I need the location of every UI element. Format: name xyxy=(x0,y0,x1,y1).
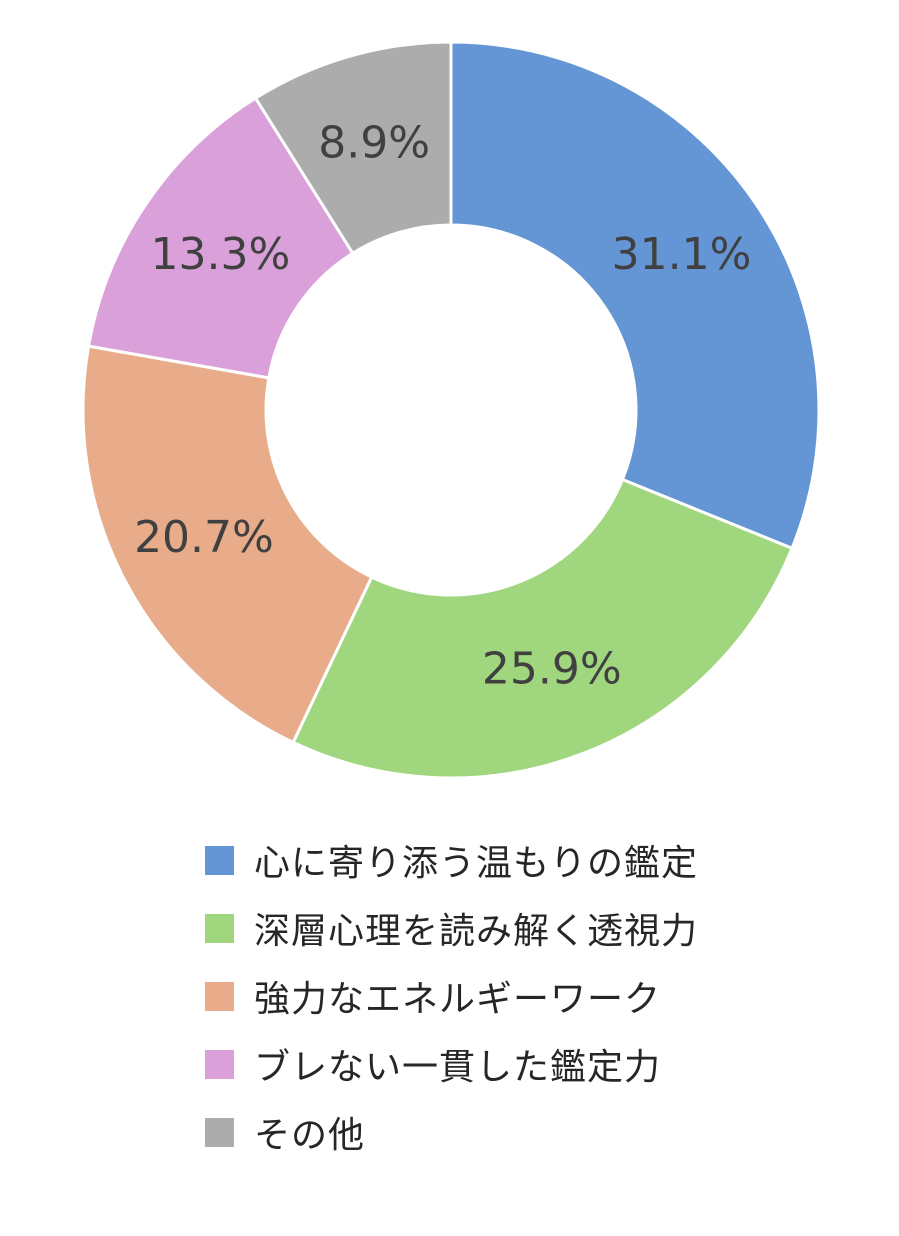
donut-slice xyxy=(449,40,821,551)
slice-value-label: 13.3% xyxy=(151,229,291,280)
legend-label: その他 xyxy=(254,1115,366,1156)
donut-slice xyxy=(291,477,794,780)
donut-chart: 31.1% 25.9% 20.7% 13.3% 8.9% xyxy=(81,40,821,780)
legend-swatch xyxy=(205,1049,234,1079)
legend-item: 深層心理を読み解く透視力 xyxy=(205,894,698,962)
legend-item: その他 xyxy=(205,1098,698,1166)
legend-item: ブレない一貫した鑑定力 xyxy=(205,1030,698,1098)
donut-slices xyxy=(81,40,821,780)
chart-legend: 心に寄り添う温もりの鑑定 深層心理を読み解く透視力 強力なエネルギーワーク ブレ… xyxy=(205,826,698,1166)
slice-value-label: 25.9% xyxy=(482,644,622,695)
legend-item: 強力なエネルギーワーク xyxy=(205,962,698,1030)
legend-swatch xyxy=(205,1117,234,1147)
slice-value-label: 8.9% xyxy=(318,117,430,168)
legend-label: ブレない一貫した鑑定力 xyxy=(254,1047,662,1088)
donut-slice xyxy=(253,40,453,256)
slice-value-label: 20.7% xyxy=(134,512,274,563)
legend-label: 深層心理を読み解く透視力 xyxy=(254,911,699,952)
legend-swatch xyxy=(205,981,234,1011)
legend-label: 心に寄り添う温もりの鑑定 xyxy=(254,843,699,884)
legend-swatch xyxy=(205,913,234,943)
donut-slice xyxy=(81,344,374,745)
donut-slice xyxy=(86,96,355,380)
legend-swatch xyxy=(205,845,234,875)
slice-value-label: 31.1% xyxy=(612,229,752,280)
legend-label: 強力なエネルギーワーク xyxy=(254,979,662,1020)
legend-item: 心に寄り添う温もりの鑑定 xyxy=(205,826,698,894)
slice-labels: 31.1% 25.9% 20.7% 13.3% 8.9% xyxy=(134,117,751,694)
